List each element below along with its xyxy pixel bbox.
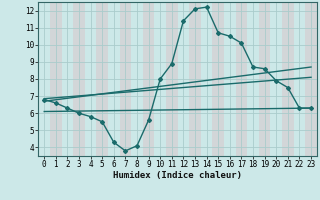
Bar [305, 2, 317, 156]
Bar [282, 2, 294, 156]
Bar [73, 2, 85, 156]
Bar [120, 2, 131, 156]
Bar [96, 2, 108, 156]
Bar [212, 2, 224, 156]
Bar [259, 2, 270, 156]
Bar [50, 2, 61, 156]
Bar [166, 2, 178, 156]
Bar [143, 2, 155, 156]
Bar [236, 2, 247, 156]
X-axis label: Humidex (Indice chaleur): Humidex (Indice chaleur) [113, 171, 242, 180]
Bar [189, 2, 201, 156]
